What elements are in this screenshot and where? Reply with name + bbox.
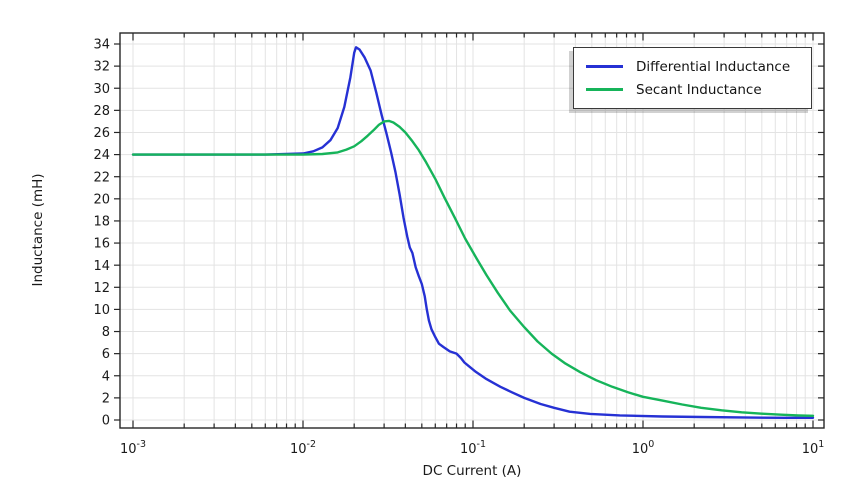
svg-text:28: 28 (93, 104, 110, 119)
legend-item-secant-inductance: Secant Inductance (586, 82, 799, 98)
svg-text:16: 16 (93, 237, 110, 252)
legend-item-differential-inductance: Differential Inductance (586, 59, 799, 75)
series-line-differential-inductance (131, 46, 815, 419)
differential-inductance-line-swatch (586, 65, 623, 68)
svg-text:10-2: 10-2 (290, 439, 316, 457)
axes-border (119, 32, 825, 429)
svg-text:30: 30 (93, 82, 110, 97)
svg-text:32: 32 (93, 60, 110, 75)
svg-text:4: 4 (102, 369, 110, 384)
axis-ticks (114, 33, 824, 428)
svg-text:10: 10 (93, 303, 110, 318)
legend-box: Differential Inductance Secant Inductanc… (573, 47, 812, 109)
svg-text:18: 18 (93, 215, 110, 230)
svg-text:100: 100 (632, 439, 655, 457)
svg-text:34: 34 (93, 38, 110, 53)
legend-label-differential-inductance: Differential Inductance (636, 58, 791, 75)
svg-text:10-3: 10-3 (120, 439, 146, 457)
svg-text:26: 26 (93, 126, 110, 141)
y-axis-title: Inductance (mH) (30, 173, 46, 287)
x-axis-title: DC Current (A) (422, 463, 522, 479)
svg-text:20: 20 (93, 192, 110, 207)
svg-text:10-1: 10-1 (460, 439, 486, 457)
svg-text:14: 14 (93, 259, 110, 274)
svg-text:24: 24 (93, 148, 110, 163)
x-tick-labels: 10-3 10-2 10-1 100 101 (120, 439, 824, 457)
series-lines (131, 46, 815, 419)
svg-text:0: 0 (102, 414, 110, 429)
svg-text:2: 2 (102, 391, 110, 406)
svg-text:8: 8 (102, 325, 110, 340)
legend-label-secant-inductance: Secant Inductance (636, 81, 762, 98)
svg-text:22: 22 (93, 170, 110, 185)
svg-text:12: 12 (93, 281, 110, 296)
secant-inductance-line-swatch (586, 88, 623, 91)
svg-text:6: 6 (102, 347, 110, 362)
svg-text:101: 101 (802, 439, 825, 457)
series-line-secant-inductance (131, 119, 815, 417)
